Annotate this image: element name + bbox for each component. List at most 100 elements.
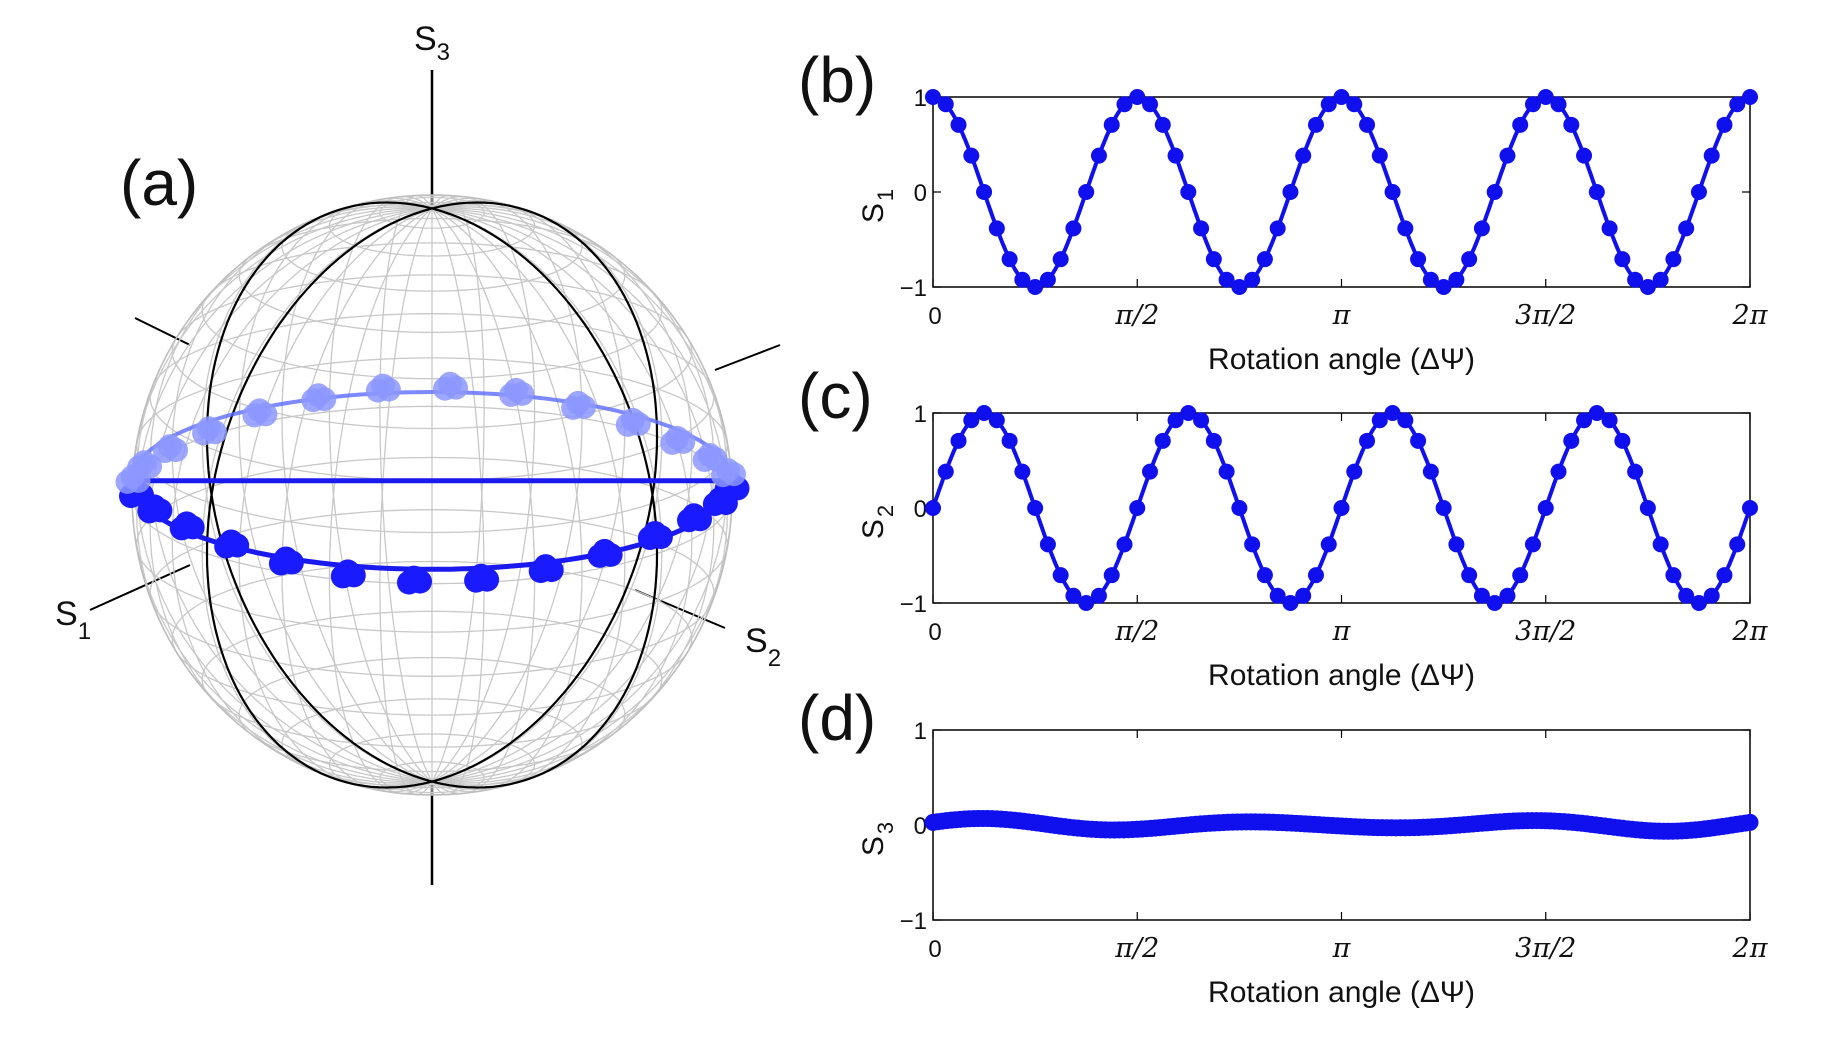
data-point [1359, 116, 1376, 133]
data-point [1678, 220, 1695, 237]
data-point [1078, 184, 1095, 201]
data-point [1231, 499, 1248, 516]
data-point [950, 116, 967, 133]
sphere-data-point [365, 378, 390, 403]
data-point [1218, 463, 1235, 480]
data-point [1397, 412, 1414, 429]
poincare-sphere-panel: (a) S3 S1 S2 [55, 20, 781, 885]
panel-label-d: (d) [798, 682, 876, 754]
data-point [1052, 567, 1069, 584]
sphere-data-point [528, 559, 553, 584]
back-axis-left [134, 317, 191, 346]
y-axis-label: S3 [857, 822, 898, 856]
data-point [1371, 412, 1388, 429]
x-tick-label: 2π [1732, 300, 1769, 331]
data-point [1410, 432, 1427, 449]
data-point [1193, 412, 1210, 429]
sphere-data-point [660, 430, 685, 455]
data-point [1218, 271, 1235, 288]
data-point [1563, 116, 1580, 133]
data-point [1742, 89, 1758, 105]
data-point [1282, 184, 1299, 201]
data-point [1537, 500, 1554, 517]
data-point [1601, 412, 1618, 429]
data-point [1512, 116, 1529, 133]
data-point [1346, 463, 1363, 480]
x-tick-label: 3π/2 [1515, 933, 1576, 964]
data-point [1142, 463, 1159, 480]
data-point [1014, 271, 1031, 288]
panel-label-a: (a) [120, 147, 198, 219]
y-tick-label: 0 [914, 813, 927, 840]
data-point [976, 184, 993, 200]
data-point [925, 500, 941, 516]
y-axis-label: S2 [857, 505, 898, 539]
data-point [1741, 813, 1759, 831]
back-axis-right [714, 344, 781, 371]
x-tick-label: 0 [928, 303, 941, 330]
data-point [1524, 96, 1541, 113]
sphere-data-point [499, 382, 524, 407]
data-point [1499, 147, 1516, 164]
data-point [988, 412, 1005, 429]
data-point [1461, 567, 1478, 584]
data-point [1422, 271, 1439, 288]
sphere-data-point [464, 568, 489, 593]
data-point [1410, 251, 1427, 268]
data-point [1256, 251, 1273, 268]
data-point [1065, 220, 1082, 237]
data-point [1320, 96, 1337, 113]
sphere-data-point [561, 395, 586, 420]
data-point [1652, 536, 1669, 553]
data-point [1052, 251, 1069, 268]
data-point [1473, 220, 1490, 237]
sphere-longitude-line [238, 199, 626, 791]
sphere-longitude-line [328, 195, 536, 795]
data-point [1333, 89, 1350, 105]
y-tick-label: 1 [914, 401, 927, 428]
x-tick-label: π/2 [1114, 616, 1159, 647]
s1-axis [89, 564, 191, 611]
data-point [1154, 116, 1171, 133]
data-point [1448, 536, 1465, 553]
data-point [1716, 116, 1733, 133]
data-point [1397, 220, 1414, 237]
data-point [963, 147, 980, 164]
sphere-data-point [637, 526, 662, 550]
data-point [1090, 587, 1107, 604]
sphere-meridian [205, 201, 659, 789]
data-point [976, 405, 993, 421]
x-tick-label: π/2 [1114, 300, 1159, 331]
data-point [1065, 587, 1082, 604]
data-point [937, 96, 954, 113]
data-point [1690, 595, 1707, 611]
data-point [1014, 463, 1031, 480]
data-point [1588, 183, 1605, 200]
data-point [1371, 147, 1388, 164]
sphere-data-point [242, 403, 267, 428]
data-point [1665, 567, 1682, 584]
data-point [1473, 587, 1490, 604]
s1-axis-label: S1 [55, 595, 91, 645]
panel-label-c: (c) [798, 360, 873, 432]
s2-axis-label: S2 [745, 622, 781, 672]
sphere-data-point [301, 388, 326, 413]
y-tick-label: −1 [900, 908, 927, 935]
data-point [1103, 567, 1120, 584]
data-point [1154, 432, 1171, 449]
data-point [1269, 587, 1286, 604]
data-point [1307, 567, 1324, 584]
x-tick-label: π [1332, 933, 1352, 964]
data-point [1678, 587, 1695, 604]
data-point [1269, 220, 1286, 237]
data-point [1205, 251, 1222, 268]
data-point [1384, 183, 1401, 200]
data-point [1295, 147, 1312, 164]
data-point [1231, 279, 1248, 295]
data-point [1244, 536, 1261, 553]
data-point [1129, 89, 1146, 105]
data-point [1576, 412, 1593, 429]
data-point [963, 412, 980, 429]
x-axis-label: Rotation angle (ΔΨ) [1208, 976, 1475, 1009]
